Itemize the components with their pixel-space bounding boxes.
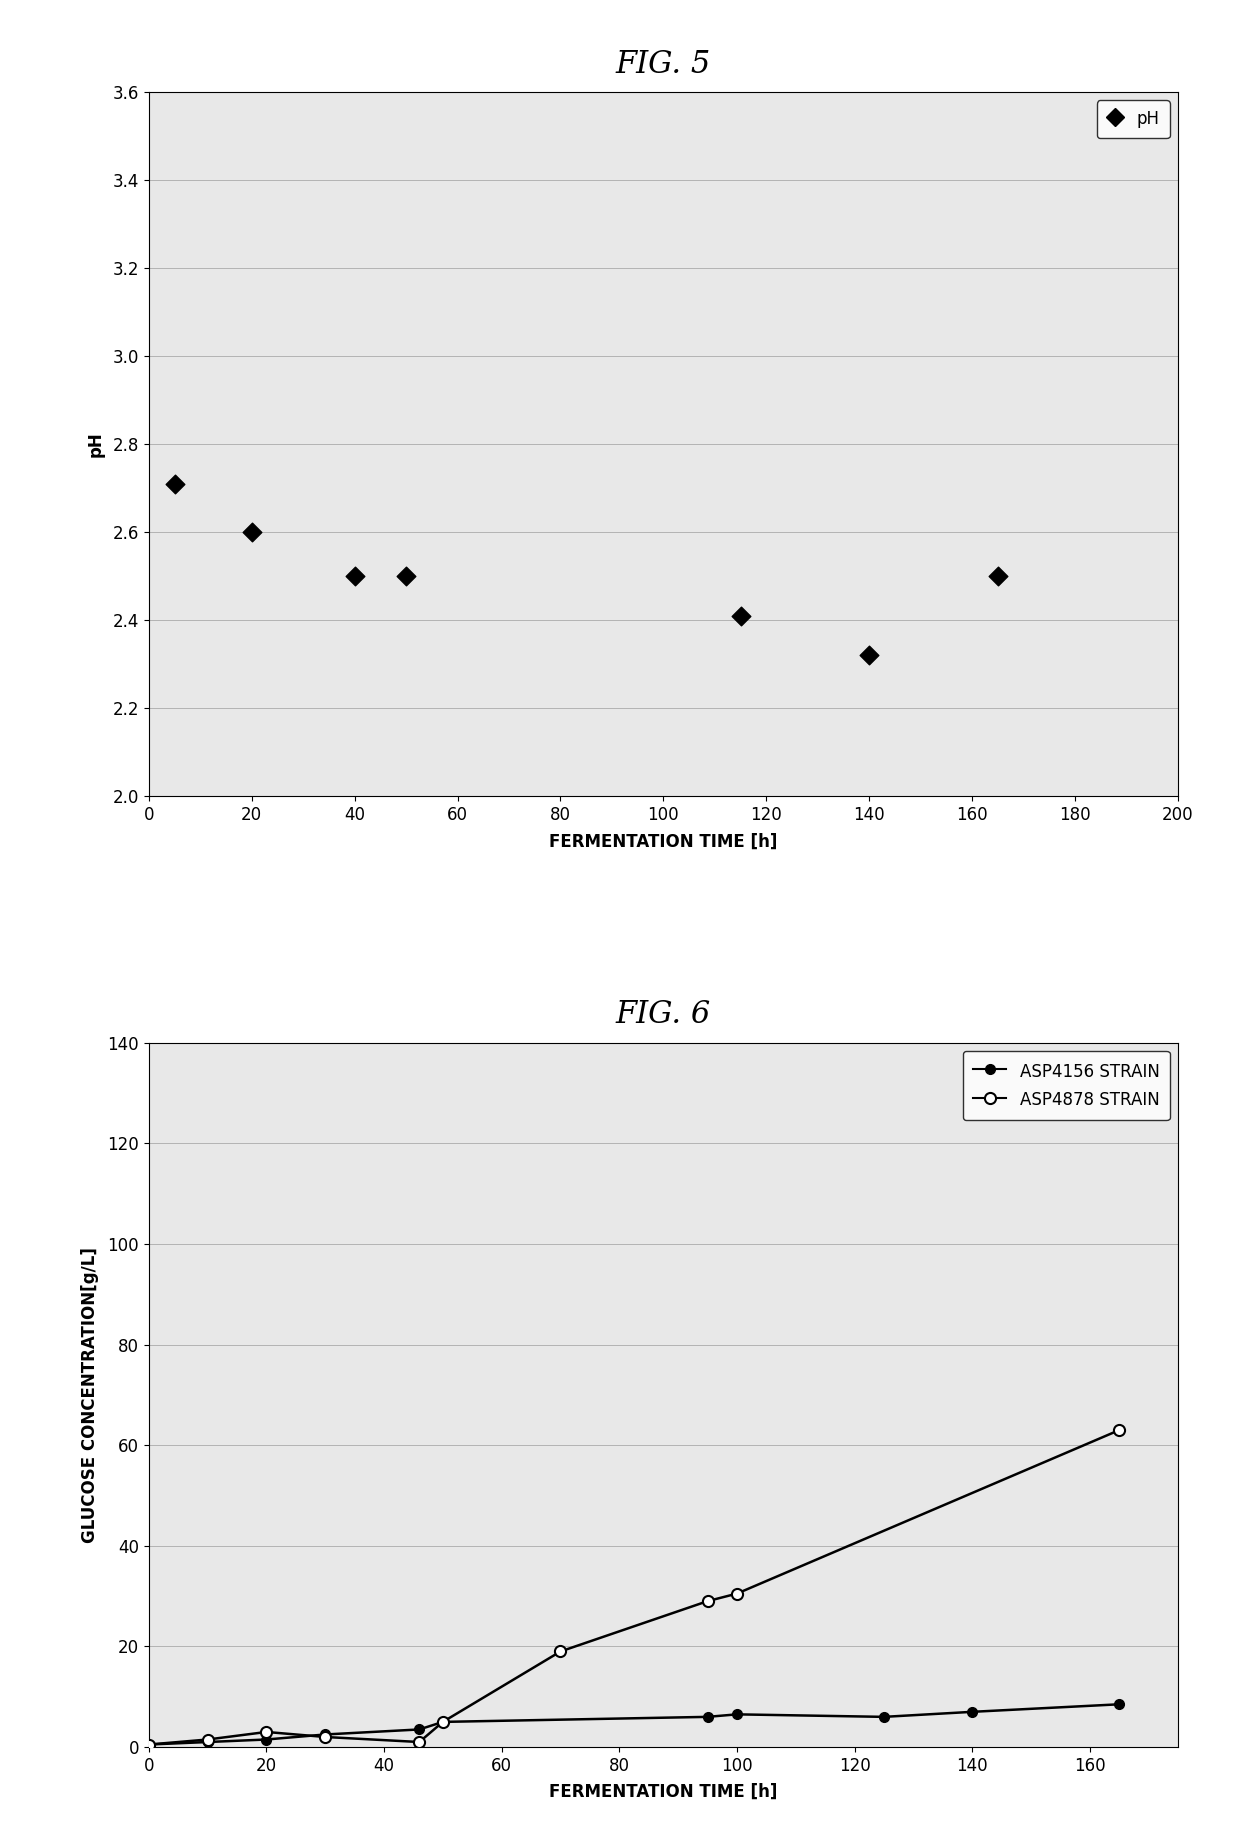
Point bbox=[730, 601, 750, 631]
ASP4156 STRAIN bbox=[729, 1703, 744, 1725]
ASP4878 STRAIN bbox=[317, 1727, 332, 1749]
Legend: pH: pH bbox=[1096, 101, 1169, 138]
ASP4156 STRAIN bbox=[435, 1710, 450, 1732]
Title: FIG. 5: FIG. 5 bbox=[616, 48, 711, 79]
ASP4156 STRAIN bbox=[141, 1734, 156, 1756]
ASP4878 STRAIN bbox=[200, 1729, 215, 1751]
ASP4156 STRAIN bbox=[259, 1729, 274, 1751]
ASP4878 STRAIN bbox=[553, 1640, 568, 1662]
Y-axis label: GLUCOSE CONCENTRATION[g/L]: GLUCOSE CONCENTRATION[g/L] bbox=[81, 1247, 99, 1543]
ASP4878 STRAIN bbox=[1112, 1420, 1127, 1442]
ASP4156 STRAIN bbox=[1112, 1694, 1127, 1716]
Y-axis label: pH: pH bbox=[87, 430, 104, 456]
Point bbox=[859, 640, 879, 669]
Point bbox=[242, 517, 262, 546]
Legend: ASP4156 STRAIN, ASP4878 STRAIN: ASP4156 STRAIN, ASP4878 STRAIN bbox=[963, 1052, 1169, 1120]
Point bbox=[345, 561, 365, 590]
X-axis label: FERMENTATION TIME [h]: FERMENTATION TIME [h] bbox=[549, 1784, 777, 1800]
ASP4156 STRAIN bbox=[877, 1707, 892, 1729]
ASP4878 STRAIN bbox=[412, 1730, 427, 1753]
ASP4156 STRAIN bbox=[200, 1730, 215, 1753]
ASP4878 STRAIN bbox=[729, 1583, 744, 1605]
ASP4156 STRAIN bbox=[412, 1718, 427, 1740]
ASP4156 STRAIN bbox=[701, 1707, 715, 1729]
ASP4156 STRAIN bbox=[317, 1723, 332, 1745]
Title: FIG. 6: FIG. 6 bbox=[616, 999, 711, 1030]
ASP4878 STRAIN bbox=[141, 1734, 156, 1756]
Line: ASP4156 STRAIN: ASP4156 STRAIN bbox=[144, 1699, 1123, 1749]
Point bbox=[397, 561, 417, 590]
X-axis label: FERMENTATION TIME [h]: FERMENTATION TIME [h] bbox=[549, 833, 777, 850]
ASP4156 STRAIN bbox=[965, 1701, 980, 1723]
Point bbox=[988, 561, 1008, 590]
Line: ASP4878 STRAIN: ASP4878 STRAIN bbox=[144, 1425, 1125, 1751]
ASP4878 STRAIN bbox=[259, 1721, 274, 1743]
Point bbox=[165, 469, 185, 498]
ASP4878 STRAIN bbox=[435, 1710, 450, 1732]
ASP4878 STRAIN bbox=[701, 1591, 715, 1613]
